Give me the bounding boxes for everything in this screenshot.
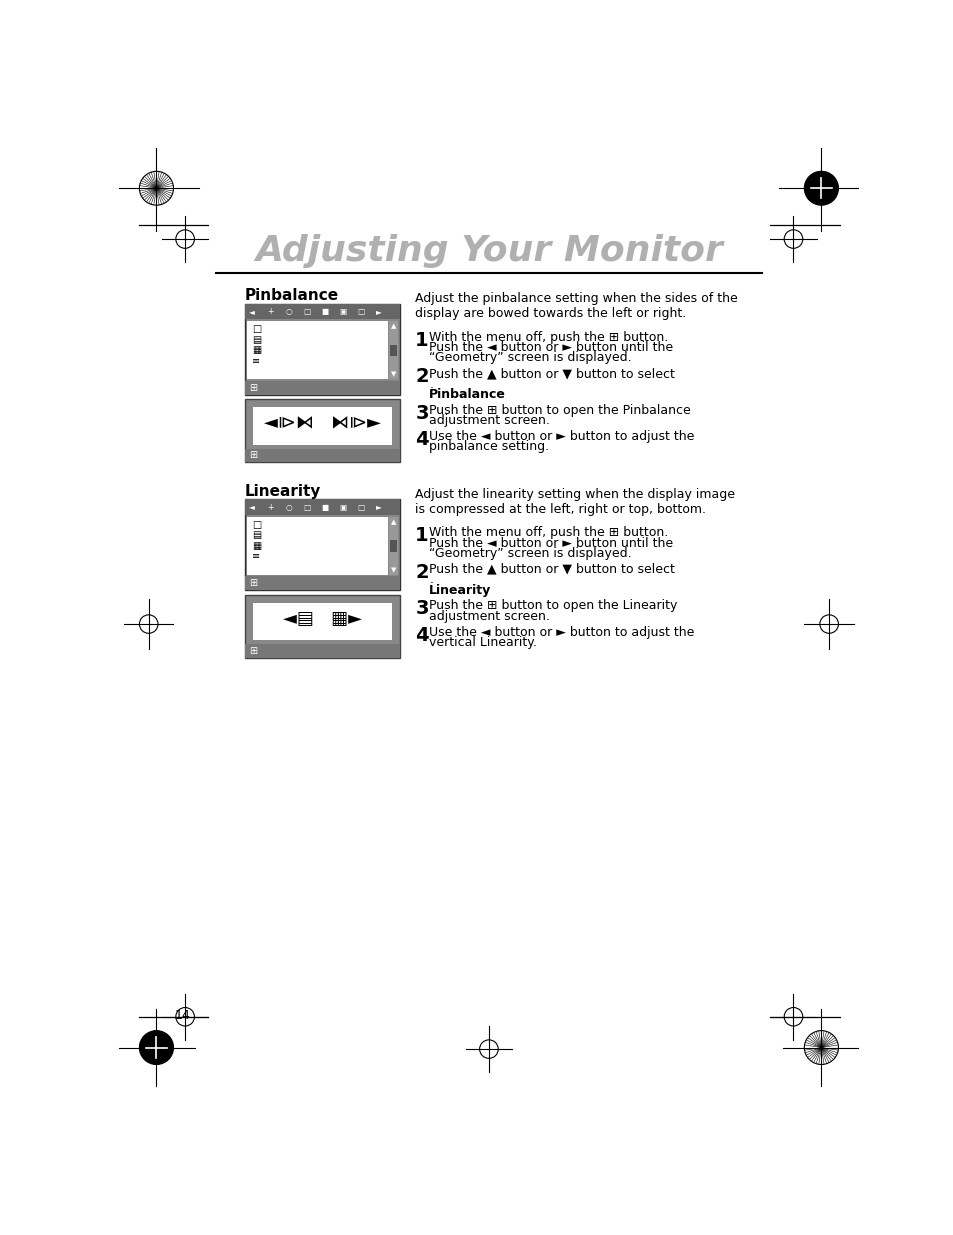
Bar: [245, 304, 399, 319]
Text: Push the ⊞ button to open the Linearity: Push the ⊞ button to open the Linearity: [429, 599, 677, 613]
Text: Use the ◄ button or ► button to adjust the: Use the ◄ button or ► button to adjust t…: [429, 626, 694, 638]
Text: With the menu off, push the ⊞ button.: With the menu off, push the ⊞ button.: [429, 526, 668, 540]
Text: ▲: ▲: [391, 324, 395, 329]
Bar: [247, 517, 388, 574]
Bar: [253, 603, 392, 640]
Bar: [245, 577, 399, 590]
Text: ◄▤   ▦►: ◄▤ ▦►: [282, 610, 361, 629]
Bar: [389, 517, 397, 574]
Text: ⊞: ⊞: [249, 646, 257, 656]
Text: 1: 1: [415, 331, 429, 350]
Text: □: □: [357, 503, 364, 511]
Bar: [390, 345, 397, 356]
Bar: [245, 499, 399, 515]
Text: 4: 4: [415, 626, 429, 645]
Text: adjustment screen.: adjustment screen.: [429, 610, 550, 622]
Text: Pinbalance: Pinbalance: [245, 288, 338, 304]
Text: adjustment screen.: adjustment screen.: [429, 414, 550, 427]
Text: .: .: [429, 573, 433, 587]
Text: ▣: ▣: [339, 503, 347, 511]
Text: ▲: ▲: [391, 519, 395, 525]
Text: 2: 2: [415, 367, 429, 387]
Text: 14: 14: [174, 1009, 191, 1023]
Text: ⊞: ⊞: [249, 451, 257, 461]
Bar: [247, 321, 388, 379]
Text: Linearity: Linearity: [245, 484, 321, 499]
Text: ▼: ▼: [391, 372, 395, 378]
Text: 1: 1: [415, 526, 429, 546]
Text: Linearity: Linearity: [429, 584, 491, 597]
Text: Pinbalance: Pinbalance: [429, 388, 506, 401]
Text: vertical Linearity.: vertical Linearity.: [429, 636, 537, 650]
Text: Push the ▲ button or ▼ button to select: Push the ▲ button or ▼ button to select: [429, 563, 675, 576]
Text: ○: ○: [285, 308, 292, 316]
Circle shape: [139, 1031, 173, 1065]
Text: 3: 3: [415, 404, 428, 422]
Text: ▣: ▣: [339, 308, 347, 316]
Text: Push the ◄ button or ► button until the: Push the ◄ button or ► button until the: [429, 341, 673, 354]
Text: +: +: [267, 503, 274, 511]
Text: □: □: [357, 308, 364, 316]
Text: ◄: ◄: [249, 308, 255, 316]
Text: ▼: ▼: [391, 567, 395, 573]
Bar: [245, 399, 399, 462]
Text: Push the ◄ button or ► button until the: Push the ◄ button or ► button until the: [429, 537, 673, 550]
Text: 4: 4: [415, 430, 429, 450]
Text: Push the ▲ button or ▼ button to select: Push the ▲ button or ▼ button to select: [429, 367, 675, 380]
Text: Use the ◄ button or ► button to adjust the: Use the ◄ button or ► button to adjust t…: [429, 430, 694, 443]
Bar: [245, 645, 399, 658]
Text: ≡: ≡: [252, 356, 259, 366]
Bar: [389, 321, 397, 379]
Text: ⊞: ⊞: [249, 383, 257, 393]
Text: 3: 3: [415, 599, 428, 619]
Text: Adjust the pinbalance setting when the sides of the
display are bowed towards th: Adjust the pinbalance setting when the s…: [415, 293, 738, 320]
Text: Push the ⊞ button to open the Pinbalance: Push the ⊞ button to open the Pinbalance: [429, 404, 690, 417]
Text: Adjusting Your Monitor: Adjusting Your Monitor: [254, 233, 722, 268]
Bar: [253, 406, 392, 445]
Text: ▤: ▤: [252, 335, 261, 345]
Text: Adjust the linearity setting when the display image
is compressed at the left, r: Adjust the linearity setting when the di…: [415, 488, 735, 516]
Bar: [245, 499, 399, 590]
Text: □: □: [303, 503, 311, 511]
Text: 2: 2: [415, 563, 429, 582]
Text: ▦: ▦: [252, 345, 261, 356]
Text: ▤: ▤: [252, 530, 261, 540]
Text: □: □: [303, 308, 311, 316]
Circle shape: [803, 1031, 838, 1065]
Bar: [245, 448, 399, 462]
Bar: [245, 304, 399, 395]
Circle shape: [139, 172, 173, 205]
Text: ►: ►: [375, 503, 381, 511]
Bar: [390, 540, 397, 552]
Text: ■: ■: [321, 308, 329, 316]
Text: ◄⧐⧑   ⧑⧐►: ◄⧐⧑ ⧑⧐►: [264, 415, 380, 432]
Text: “Geometry” screen is displayed.: “Geometry” screen is displayed.: [429, 547, 631, 559]
Text: ○: ○: [285, 503, 292, 511]
Text: “Geometry” screen is displayed.: “Geometry” screen is displayed.: [429, 352, 631, 364]
Text: ►: ►: [375, 308, 381, 316]
Text: ◄: ◄: [249, 503, 255, 511]
Circle shape: [803, 172, 838, 205]
Bar: [245, 595, 399, 658]
Text: □: □: [252, 520, 261, 530]
Text: .: .: [429, 378, 433, 390]
Text: ≡: ≡: [252, 551, 259, 561]
Text: +: +: [267, 308, 274, 316]
Text: ▦: ▦: [252, 541, 261, 551]
Text: With the menu off, push the ⊞ button.: With the menu off, push the ⊞ button.: [429, 331, 668, 343]
Text: pinbalance setting.: pinbalance setting.: [429, 441, 549, 453]
Text: ■: ■: [321, 503, 329, 511]
Bar: [245, 380, 399, 395]
Text: ⊞: ⊞: [249, 578, 257, 588]
Text: □: □: [252, 324, 261, 335]
